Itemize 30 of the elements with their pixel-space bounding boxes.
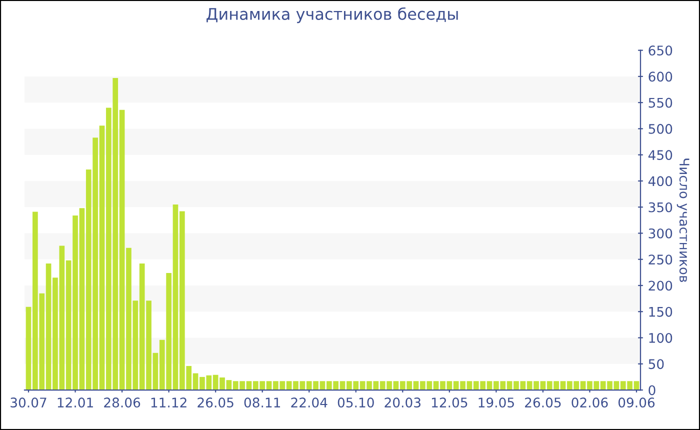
x-tick-label: 05.10 [338, 398, 374, 408]
y-tick-label: 500 [648, 124, 672, 134]
y-tick-label: 350 [648, 202, 672, 212]
y-tick-label: 0 [648, 385, 656, 396]
y-tick-label: 300 [648, 228, 672, 238]
x-tick-label: 08.11 [244, 398, 280, 408]
x-tick-label: 02.06 [572, 398, 608, 408]
x-tick-label: 12.05 [432, 398, 468, 408]
y-tick-label: 650 [648, 46, 672, 56]
y-tick-label: 600 [648, 72, 672, 82]
x-tick-label: 11.12 [151, 398, 186, 408]
x-tick-label: 20.03 [384, 398, 420, 408]
x-tick-label: 12.01 [58, 398, 93, 408]
y-tick-label: 400 [648, 176, 672, 186]
y-tick-label: 450 [648, 150, 672, 160]
y-tick-label: 200 [648, 280, 672, 291]
chart-title: Динамика участников беседы [206, 7, 458, 24]
x-tick-label: 30.07 [10, 398, 46, 408]
x-tick-label: 19.05 [478, 398, 514, 408]
y-tick-label: 250 [648, 254, 672, 265]
x-tick-label: 26.05 [525, 398, 561, 408]
x-tick-label: 22.04 [291, 398, 328, 408]
y-tick-label: 100 [649, 332, 672, 343]
x-tick-label: 28.06 [104, 398, 140, 408]
x-tick-label: 26.05 [198, 398, 234, 408]
y-tick-label: 50 [648, 359, 664, 370]
x-tick-label: 09.06 [618, 398, 655, 408]
y-tick-label: 550 [648, 98, 672, 108]
y-axis-title: Число участников [676, 158, 690, 282]
y-tick-label: 150 [649, 306, 672, 317]
